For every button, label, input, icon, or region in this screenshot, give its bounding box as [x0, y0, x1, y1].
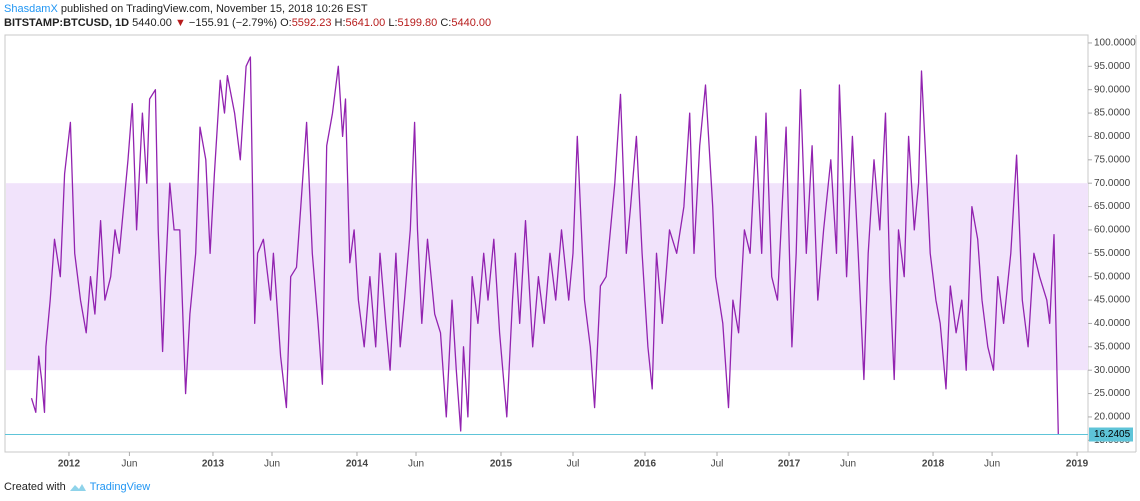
- x-tick-label: 2015: [490, 459, 513, 470]
- x-tick-label: Jun: [984, 459, 1000, 470]
- x-tick-label: Jun: [840, 459, 856, 470]
- x-tick-label: 2017: [778, 459, 801, 470]
- y-tick-label: 40.0000: [1094, 318, 1131, 329]
- symbol-line: BITSTAMP:BTCUSD, 1D 5440.00 ▼ −155.91 (−…: [4, 17, 491, 29]
- y-tick-label: 45.0000: [1094, 295, 1131, 306]
- ohlc-3: 5440.00: [451, 17, 492, 29]
- last-value-box: [1089, 427, 1133, 442]
- published: published on TradingView.com, November 1…: [60, 3, 368, 15]
- x-tick-label: Jun: [121, 459, 137, 470]
- ohlc-1: 5641.00: [345, 17, 386, 29]
- band: [6, 183, 1088, 371]
- y-tick-label: 75.0000: [1094, 154, 1131, 165]
- ohlc-0-label: O:: [280, 17, 292, 29]
- price: 5440.00: [132, 17, 172, 29]
- x-tick-label: Jun: [264, 459, 280, 470]
- x-tick-label: 2014: [346, 459, 369, 470]
- change: −155.91 (−2.79%): [188, 17, 277, 29]
- x-tick-label: 2018: [922, 459, 945, 470]
- y-tick-label: 95.0000: [1094, 61, 1131, 72]
- x-tick-label: Jul: [711, 459, 724, 470]
- last-value-label: 16.2405: [1094, 429, 1131, 440]
- y-tick-label: 55.0000: [1094, 248, 1131, 259]
- y-tick-label: 25.0000: [1094, 388, 1131, 399]
- y-tick-label: 20.0000: [1094, 412, 1131, 423]
- publish-line: ShasdamX published on TradingView.com, N…: [4, 3, 368, 15]
- y-tick-label: 80.0000: [1094, 131, 1131, 142]
- rsi-line: [30, 56, 1059, 435]
- y-tick-label: 90.0000: [1094, 84, 1131, 95]
- y-tick-label: 30.0000: [1094, 365, 1131, 376]
- x-tick-label: 2013: [202, 459, 225, 470]
- x-tick-label: Jul: [567, 459, 580, 470]
- x-tick-label: 2012: [58, 459, 81, 470]
- y-tick-label: 50.0000: [1094, 271, 1131, 282]
- x-tick-label: 2016: [634, 459, 657, 470]
- ohlc-0: 5592.23: [291, 17, 332, 29]
- logo: [69, 483, 86, 491]
- author[interactable]: ShasdamX: [4, 3, 58, 15]
- x-tick-label: Jun: [408, 459, 424, 470]
- footer-text: Created with: [4, 481, 66, 493]
- ohlc-3-label: C:: [440, 17, 452, 29]
- y-tick-label: 35.0000: [1094, 341, 1131, 352]
- footer: Created with TradingView: [4, 481, 150, 493]
- footer-brand[interactable]: TradingView: [89, 481, 151, 493]
- down-arrow: ▼: [174, 17, 186, 29]
- y-tick-label: 65.0000: [1094, 201, 1131, 212]
- symbol: BITSTAMP:BTCUSD, 1D: [4, 17, 130, 29]
- ohlc-2: 5199.80: [397, 17, 438, 29]
- y-tick-label: 100.0000: [1094, 38, 1136, 49]
- x-tick-label: 2019: [1066, 459, 1089, 470]
- y-tick-label: 85.0000: [1094, 108, 1131, 119]
- ohlc-1-label: H:: [334, 17, 346, 29]
- ohlc-2-label: L:: [388, 17, 398, 29]
- y-tick-label: 70.0000: [1094, 178, 1131, 189]
- y-tick-label: 60.0000: [1094, 225, 1131, 236]
